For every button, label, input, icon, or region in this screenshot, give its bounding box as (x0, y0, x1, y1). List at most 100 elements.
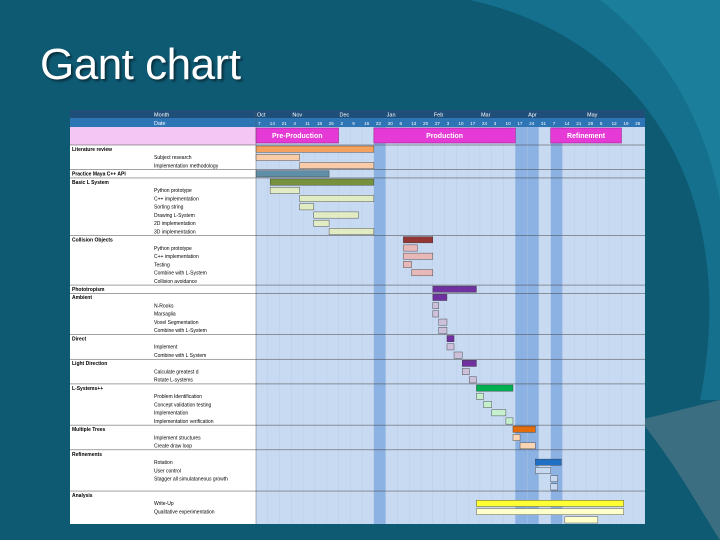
month-tick: Nov (292, 113, 302, 119)
grid-column (314, 126, 327, 524)
month-tick: May (587, 113, 598, 119)
task-bar (432, 285, 477, 293)
task-bar (299, 203, 314, 211)
grid-column (621, 126, 634, 524)
task-label: Combine with L-System (154, 271, 207, 277)
month-tick: Jan (387, 113, 396, 119)
task-bar (432, 302, 439, 309)
phase-bar (373, 127, 516, 144)
task-bar (255, 170, 330, 178)
date-tick: 23 (376, 121, 382, 126)
phase-label: Refinement (567, 133, 606, 140)
date-tick: 17 (517, 121, 523, 126)
task-bar (313, 211, 359, 219)
task-bar (403, 244, 418, 252)
task-label: Create draw loop (154, 444, 192, 450)
date-tick: 24 (529, 121, 535, 126)
task-bar (313, 219, 330, 227)
task-label: Combine with L System (154, 353, 206, 359)
date-tick: 11 (305, 121, 310, 126)
task-label: Concept validation testing (154, 402, 211, 408)
date-tick: 12 (612, 121, 618, 126)
task-bar (550, 475, 558, 483)
task-label: Stagger all simulataneous growth (154, 476, 228, 482)
grid-column (585, 126, 598, 524)
task-bar (564, 516, 599, 524)
task-label: Refinements (72, 452, 102, 458)
header-month-row (70, 110, 645, 118)
grid-column (420, 126, 433, 524)
grid-column (255, 126, 268, 524)
date-tick: 25 (329, 121, 335, 126)
date-tick: 2 (341, 121, 344, 126)
task-bar (411, 269, 434, 277)
task-label: Light Direction (72, 361, 107, 367)
month-tick: Dec (340, 113, 350, 119)
task-label: Write-Up (154, 501, 174, 507)
task-label: Literature review (72, 147, 112, 153)
date-tick: 18 (317, 121, 323, 126)
task-bar (476, 384, 514, 392)
task-label: C++ implementation (154, 254, 199, 260)
task-label: Combine with L-System (154, 328, 207, 334)
header-date-row (70, 118, 645, 127)
task-label: Qualitative experimentation (154, 509, 215, 515)
task-bar (462, 360, 477, 367)
task-bar (469, 376, 477, 384)
task-bar (269, 178, 375, 186)
grid-column (491, 126, 504, 524)
date-tick: 10 (458, 121, 464, 126)
date-tick: 14 (564, 121, 570, 126)
task-label: Calculate greatest d (154, 369, 199, 375)
grid-column (562, 126, 575, 524)
date-tick: 20 (423, 121, 429, 126)
date-tick: 13 (411, 121, 417, 126)
task-label: 3D implementation (154, 229, 196, 235)
date-tick: 27 (435, 121, 441, 126)
task-bar (269, 186, 300, 194)
date-tick: 3 (447, 121, 450, 126)
task-label: Problem Identification (154, 394, 202, 400)
task-label: 2D implementation (154, 221, 196, 227)
grid-column (432, 126, 445, 524)
date-tick: 19 (623, 121, 629, 126)
grid-column (503, 126, 516, 524)
task-label: Implementation (154, 411, 188, 417)
task-label: Direct (72, 336, 87, 342)
date-tick: 21 (282, 121, 288, 126)
task-bar (446, 335, 455, 342)
task-bar (438, 327, 448, 334)
task-bar (255, 145, 375, 153)
task-label: Analysis (72, 493, 93, 499)
grid-column (385, 126, 398, 524)
task-label: N-Rooks (154, 303, 174, 309)
task-label: User control (154, 468, 181, 474)
phase-bar (550, 127, 622, 144)
task-bar (519, 442, 536, 450)
grid-column (291, 126, 304, 524)
task-bar (476, 392, 484, 400)
gantt-chart: Month Date Oct Nov Dec Jan Feb Mar Apr May 7 14 21 4 1… (70, 110, 645, 524)
phase-label: Production (426, 133, 463, 140)
task-bar (299, 162, 375, 169)
grid-column (633, 126, 645, 524)
task-bar (476, 508, 624, 515)
task-label: C++ implementation (154, 196, 199, 202)
task-label: Collision avoidance (154, 279, 197, 285)
task-bar (453, 351, 463, 359)
grid-column (468, 126, 481, 524)
task-label: Implementation methodology (154, 163, 219, 169)
task-bar (550, 483, 558, 491)
date-tick: 16 (364, 121, 370, 126)
grid-column (267, 126, 280, 524)
task-label: Marsaglia (154, 312, 176, 318)
task-label: Voxel Segmentation (154, 320, 199, 326)
date-tick: 31 (541, 121, 547, 126)
task-label: Drawing L-System (154, 213, 195, 219)
date-tick: 7 (258, 121, 261, 126)
date-tick: 28 (588, 121, 594, 126)
task-bar (512, 425, 536, 433)
date-tick: 14 (270, 121, 276, 126)
task-label: Implement structures (154, 435, 201, 441)
grid-column (361, 126, 375, 524)
